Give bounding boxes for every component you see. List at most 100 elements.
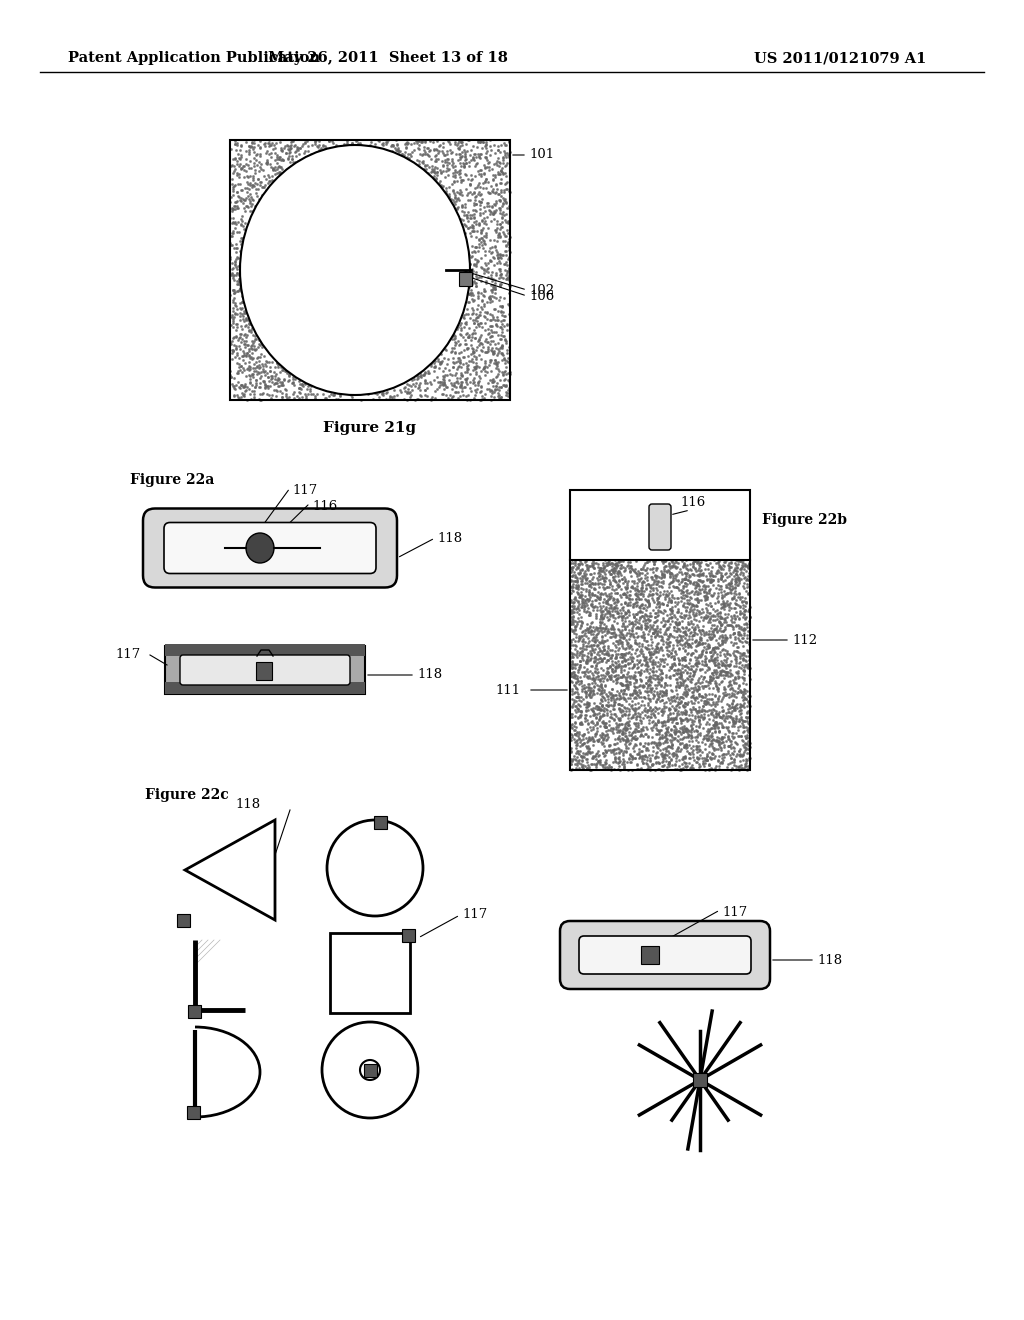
Point [566, 591, 583, 612]
Point [713, 738, 729, 759]
Point [420, 137, 436, 158]
Point [450, 137, 466, 158]
Point [232, 173, 249, 194]
Point [494, 216, 510, 238]
Point [664, 725, 680, 746]
Point [675, 585, 691, 606]
Point [725, 616, 741, 638]
Point [570, 748, 587, 770]
Point [688, 751, 705, 772]
Point [585, 640, 601, 661]
Point [615, 644, 632, 665]
Point [644, 656, 660, 677]
Point [225, 257, 242, 279]
Point [477, 306, 494, 327]
Point [593, 566, 609, 587]
Point [617, 735, 634, 756]
Point [237, 380, 253, 401]
Point [701, 553, 718, 574]
Point [729, 574, 745, 595]
Point [431, 376, 447, 397]
Point [655, 682, 672, 704]
Point [703, 620, 720, 642]
Point [568, 750, 585, 771]
Point [649, 735, 666, 756]
Point [447, 351, 464, 372]
Point [501, 132, 517, 153]
Point [613, 660, 630, 681]
Point [735, 694, 752, 715]
Point [682, 573, 698, 594]
Point [567, 552, 584, 573]
Point [240, 310, 256, 331]
Point [582, 743, 598, 764]
Point [467, 261, 483, 282]
Point [599, 577, 615, 598]
Point [700, 755, 717, 776]
Point [482, 326, 499, 347]
Point [700, 693, 717, 714]
Point [478, 214, 495, 235]
Point [411, 150, 427, 172]
Point [655, 750, 672, 771]
Point [473, 271, 489, 292]
Point [591, 744, 607, 766]
Point [627, 677, 643, 698]
Point [722, 752, 738, 774]
Point [726, 612, 742, 634]
Point [627, 673, 643, 694]
Point [693, 598, 710, 619]
Point [459, 209, 475, 230]
Point [226, 195, 243, 216]
Point [702, 649, 719, 671]
Point [657, 601, 674, 622]
Point [616, 639, 633, 660]
Point [480, 252, 497, 273]
Point [735, 648, 752, 669]
Point [623, 635, 639, 656]
Point [572, 578, 589, 599]
Point [594, 742, 610, 763]
Point [660, 747, 677, 768]
Point [564, 713, 581, 734]
Point [499, 339, 515, 360]
Point [571, 564, 588, 585]
Point [494, 195, 510, 216]
Point [597, 717, 613, 738]
Point [573, 570, 590, 591]
Point [710, 582, 726, 603]
Point [479, 372, 496, 393]
Point [616, 726, 633, 747]
Point [476, 360, 493, 381]
Point [697, 655, 714, 676]
Point [604, 678, 621, 700]
Point [629, 657, 645, 678]
Point [736, 678, 753, 700]
Point [684, 669, 700, 690]
Point [474, 359, 490, 380]
Point [564, 628, 581, 649]
Point [597, 624, 613, 645]
Point [228, 298, 245, 319]
Point [580, 614, 596, 635]
Point [673, 664, 689, 685]
Point [689, 574, 706, 595]
Point [672, 733, 688, 754]
Point [624, 589, 640, 610]
Point [628, 747, 644, 768]
Point [254, 334, 270, 355]
Point [485, 341, 502, 362]
Point [716, 594, 732, 615]
Point [673, 723, 689, 744]
Point [666, 709, 682, 730]
Point [453, 350, 469, 371]
Point [592, 715, 608, 737]
Point [569, 562, 586, 583]
Point [736, 568, 753, 589]
Point [635, 586, 651, 607]
Point [427, 380, 443, 401]
Point [457, 312, 473, 333]
Point [633, 686, 649, 708]
Point [494, 182, 510, 203]
Point [224, 339, 241, 360]
